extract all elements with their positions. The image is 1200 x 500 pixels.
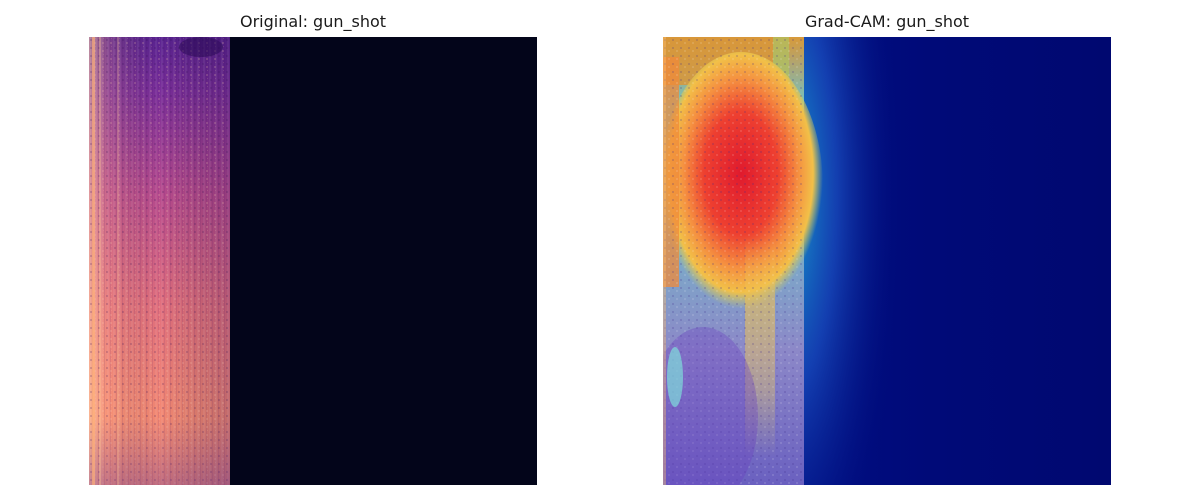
gradcam-heatmap-image: [663, 37, 1111, 485]
original-panel: Original: gun_shot: [89, 0, 537, 500]
original-title: Original: gun_shot: [239, 12, 387, 31]
gradcam-title: Grad-CAM: gun_shot: [804, 12, 970, 31]
gradcam-panel: Grad-CAM: gun_shot: [663, 0, 1111, 500]
original-spectrogram-image: [89, 37, 537, 485]
